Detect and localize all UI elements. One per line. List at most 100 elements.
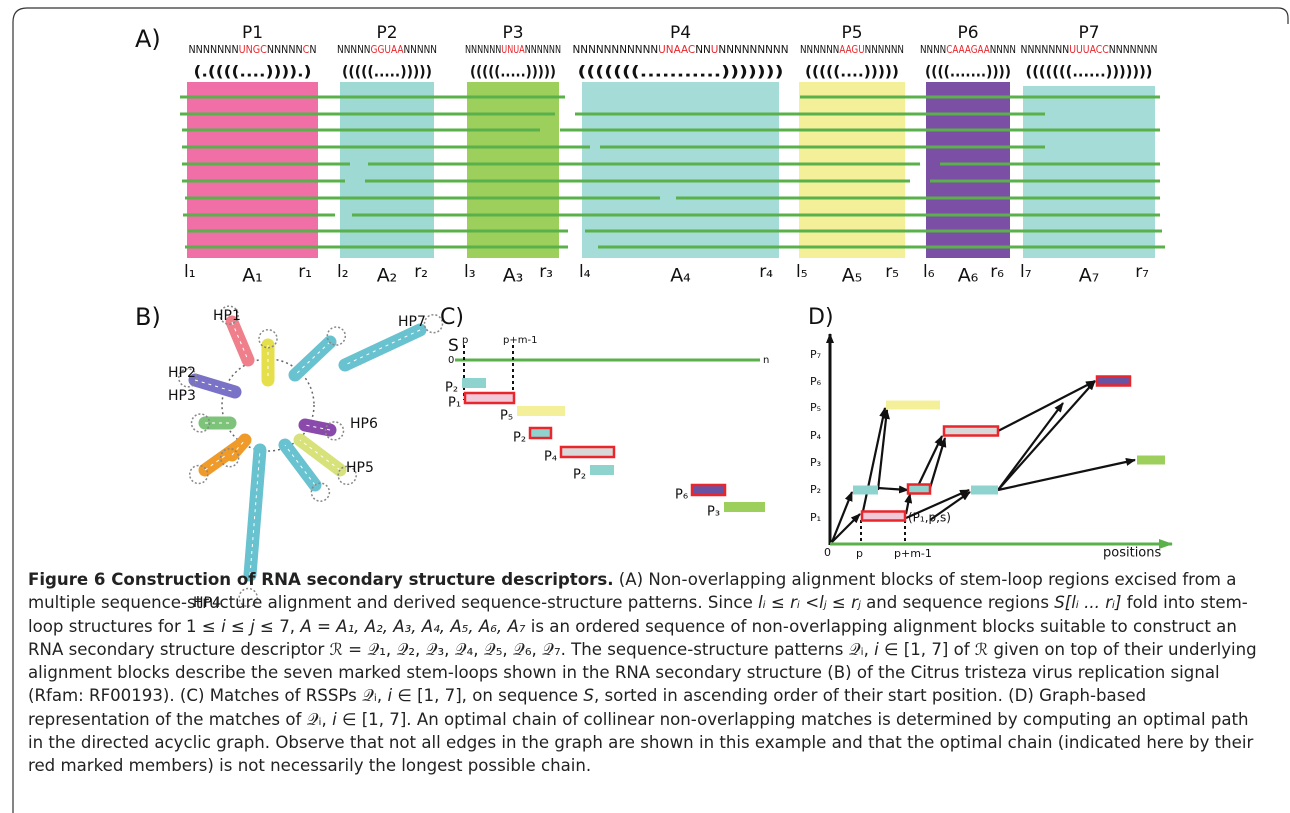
block-right: r₇ xyxy=(1135,262,1149,282)
caption-run: Figure 6 Construction of RNA secondary s… xyxy=(28,570,614,589)
panel-label: C) xyxy=(440,305,464,330)
sequence-part: NNNNNN xyxy=(525,43,561,56)
sequence-part: CAAAGAA xyxy=(946,43,990,56)
block-right: r₃ xyxy=(539,262,553,282)
sequence-part: NNNNNNNNNNN xyxy=(573,43,659,56)
match-label: P₁ xyxy=(448,396,461,411)
pattern-structure: (((((.....))))) xyxy=(470,63,556,81)
edge xyxy=(878,488,908,490)
block-right: r₆ xyxy=(990,262,1004,282)
sequence-part: NNNNNN xyxy=(800,43,839,56)
hairpin-label: HP5 xyxy=(346,460,374,476)
pattern-sequence: NNNNNNNNNNNUNAACNNUNNNNNNNNN xyxy=(573,43,789,56)
panel-c: C)Spp+m-10nP₂P₁P₅P₂P₄P₂P₆P₃ xyxy=(440,305,769,520)
block-right: r₁ xyxy=(298,262,312,282)
pattern-sequence: NNNNNNNUUUACCNNNNNNN xyxy=(1021,43,1158,56)
caption-run: ∈ [1, 7], on sequence xyxy=(392,686,583,705)
block-left: l₆ xyxy=(923,262,935,282)
pattern-structure: (.((((....)))).) xyxy=(194,63,312,81)
caption-run: ≤ 7, xyxy=(255,617,301,636)
block-left: l₁ xyxy=(184,262,196,282)
match-label: P₅ xyxy=(500,409,513,424)
pattern-structure: (((((....))))) xyxy=(805,63,899,81)
hairpin-label: HP6 xyxy=(350,416,378,432)
match-label: P₂ xyxy=(445,381,458,396)
pattern-name: P3 xyxy=(502,23,523,43)
y-label: P₃ xyxy=(810,456,821,469)
panel-b: B)HP1HP2HP3HP4HP5HP6HP7 xyxy=(135,303,443,611)
block-left: l₅ xyxy=(796,262,808,282)
y-label: P₁ xyxy=(810,511,821,524)
y-label: P₄ xyxy=(810,429,822,442)
match xyxy=(724,502,765,512)
match-node xyxy=(971,486,998,495)
sequence-part: NNNNNNN xyxy=(1109,43,1158,56)
pattern-name: P1 xyxy=(242,23,263,43)
caption-run: ≤ xyxy=(226,617,250,636)
block-left: l₄ xyxy=(579,262,591,282)
sequence-part: UUUACC xyxy=(1069,43,1109,56)
caption-run: and sequence regions xyxy=(861,593,1054,612)
block-right: r₅ xyxy=(885,262,899,282)
match-label: P₄ xyxy=(544,450,557,465)
block-name: A₆ xyxy=(958,265,979,287)
match-label: P₂ xyxy=(573,468,586,483)
sequence-part: AAGU xyxy=(839,43,864,56)
match xyxy=(530,428,551,438)
caption-run: A₁, A₂, A₃, A₄, A₅, A₆, A₇ xyxy=(336,617,525,636)
pattern-structure: (((((((...........))))))) xyxy=(578,63,784,81)
block-left: l₇ xyxy=(1020,262,1032,282)
match-node xyxy=(886,401,940,410)
hairpin-label: HP1 xyxy=(213,308,241,324)
match xyxy=(561,447,614,457)
pattern-sequence: NNNNNNAAGUNNNNNN xyxy=(800,43,904,56)
end-label: p+m-1 xyxy=(894,547,932,560)
pattern-structure: (((((.....))))) xyxy=(342,63,432,81)
start-label: p xyxy=(462,335,468,346)
match-node xyxy=(1137,456,1165,465)
sequence-part: NNNNN xyxy=(403,43,437,56)
sequence-part: NNNNNNN xyxy=(189,43,239,56)
pattern-sequence: NNNNNNNUNGCNNNNNCN xyxy=(189,43,317,56)
caption-run: A xyxy=(300,617,311,636)
block-right: r₂ xyxy=(414,262,428,282)
origin-label: 0 xyxy=(448,355,454,366)
panel-d: D)P₁P₂P₃P₄P₅P₆P₇0pp+m-1positions(P₁,p,s) xyxy=(808,305,1172,561)
pattern-structure: ((((.......)))) xyxy=(925,63,1011,81)
pattern-sequence: NNNNNNUNUANNNNNN xyxy=(465,43,561,56)
match-node xyxy=(1097,377,1130,386)
pattern-name: P5 xyxy=(841,23,862,43)
block-name: A₅ xyxy=(842,265,863,287)
caption-run: = xyxy=(312,617,336,636)
start-label: p xyxy=(856,547,863,560)
origin-label: 0 xyxy=(824,546,831,559)
match xyxy=(517,406,565,416)
caption-run: S[lᵢ ... rᵢ] xyxy=(1054,593,1121,612)
length-label: n xyxy=(763,355,769,366)
block-name: A₁ xyxy=(242,265,263,287)
end-label: p+m-1 xyxy=(503,335,537,346)
match xyxy=(465,393,514,403)
sequence-part: NN xyxy=(695,43,711,56)
y-label: P₅ xyxy=(810,401,821,414)
block-name: A₃ xyxy=(503,265,524,287)
caption-run: S xyxy=(583,686,594,705)
sequence-part: UNAAC xyxy=(658,43,695,56)
panel-label: D) xyxy=(808,305,834,330)
match xyxy=(692,485,725,495)
hairpin-label: HP3 xyxy=(168,388,196,404)
match-node xyxy=(908,485,930,494)
match xyxy=(462,378,486,388)
pattern-structure: (((((((......))))))) xyxy=(1026,63,1153,81)
match xyxy=(590,465,614,475)
panel-label: A) xyxy=(135,25,161,53)
block-name: A₄ xyxy=(670,265,691,287)
pattern-name: P4 xyxy=(670,23,691,43)
match-node xyxy=(944,427,998,436)
edge xyxy=(998,381,1095,490)
sequence-part: UNGC xyxy=(239,43,268,56)
caption: Figure 6 Construction of RNA secondary s… xyxy=(28,568,1268,778)
x-label: positions xyxy=(1103,546,1161,561)
match-label: (P₁,p,s) xyxy=(908,511,951,525)
